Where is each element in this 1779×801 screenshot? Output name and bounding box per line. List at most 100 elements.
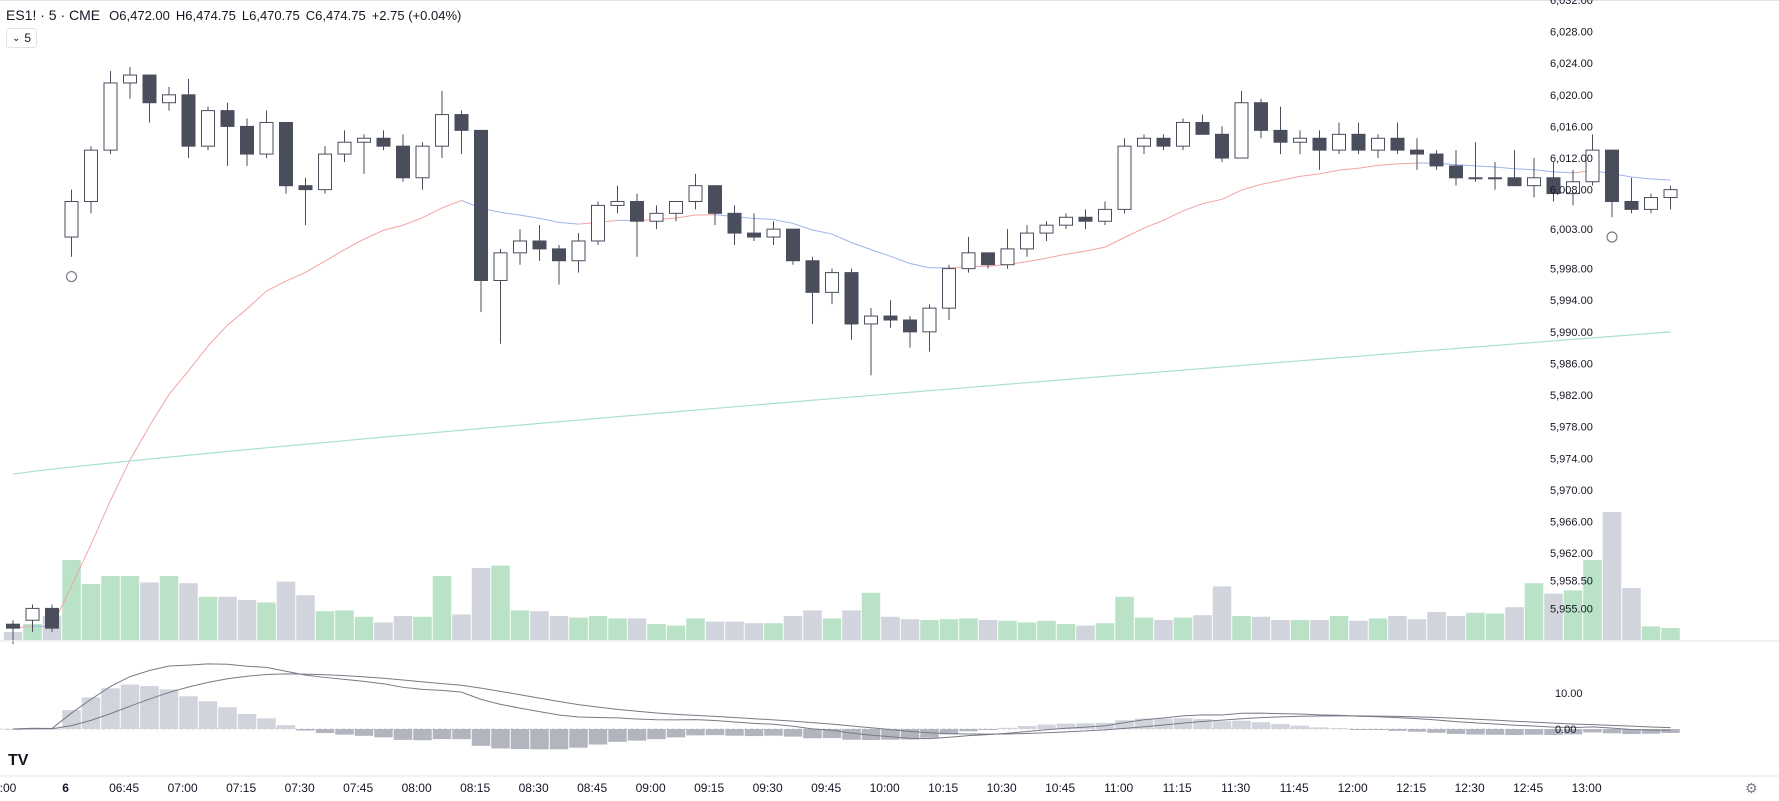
candle	[6, 620, 20, 644]
macd-tick-label: 10.00	[1555, 688, 1583, 700]
volume-bar	[1037, 620, 1056, 640]
macd-histogram-bar	[1056, 723, 1076, 729]
volume-bar	[549, 616, 569, 640]
volume-bar	[1134, 617, 1154, 640]
close-value: 6,474.75	[315, 7, 366, 23]
time-tick-label: 12:45	[1513, 781, 1543, 795]
macd-histogram-bar	[237, 713, 257, 729]
candle	[181, 79, 196, 159]
volume-bar	[1505, 607, 1524, 640]
ema-segment	[1358, 164, 1379, 169]
candle	[1488, 161, 1502, 190]
candle	[1234, 90, 1249, 159]
macd-histogram-bar	[920, 729, 939, 738]
candle	[376, 130, 391, 151]
volume-bar	[1661, 628, 1680, 640]
candle	[123, 67, 137, 99]
candle	[493, 248, 508, 344]
volume-bar	[101, 576, 120, 640]
candle	[1156, 134, 1171, 151]
macd-histogram-bar	[705, 729, 725, 736]
volume-bar	[998, 620, 1017, 640]
time-tick-label: 07:45	[343, 781, 373, 795]
candle	[84, 146, 98, 214]
volume-bar	[1466, 612, 1485, 640]
candle	[825, 268, 839, 305]
macd-histogram-bar	[276, 725, 296, 729]
candle	[1273, 106, 1288, 155]
candle	[1546, 161, 1561, 202]
candle	[786, 228, 800, 265]
candle	[435, 90, 449, 159]
event-marker[interactable]	[65, 270, 78, 283]
macd-histogram-bar	[315, 729, 335, 734]
volume-bar	[1446, 616, 1466, 640]
price-tick-label: 5,986.00	[1550, 358, 1593, 370]
macd-histogram-bar	[432, 729, 452, 740]
volume-bar	[1544, 593, 1563, 640]
change-value: +2.75 (+0.04%)	[371, 7, 462, 23]
macd-histogram-bar	[608, 729, 627, 742]
ema-segment	[1241, 183, 1262, 191]
volume-bar	[764, 623, 783, 640]
symbol-title[interactable]: ES1! · 5 · CME	[6, 7, 101, 23]
macd-histogram-bar	[1115, 720, 1134, 729]
volume-bar	[510, 610, 530, 640]
volume-bar	[393, 616, 413, 640]
candle	[1410, 138, 1424, 170]
time-tick-label: 10:00	[870, 781, 900, 795]
interval-toggle-button[interactable]: ⌄ 5	[6, 28, 38, 48]
macd-histogram-bar	[764, 729, 783, 736]
ema-segment	[207, 324, 228, 347]
volume-bar	[530, 611, 549, 640]
candle	[1566, 169, 1580, 206]
price-tick-label: 6,024.00	[1550, 58, 1593, 70]
candle	[903, 316, 917, 348]
ema-segment	[246, 290, 267, 310]
macd-histogram-bar	[257, 718, 276, 729]
macd-histogram-bar	[822, 729, 842, 739]
candle	[1039, 221, 1054, 241]
tradingview-logo-icon[interactable]: TV	[8, 752, 29, 769]
volume-bar	[276, 581, 296, 640]
volume-bar	[1641, 626, 1661, 640]
event-marker[interactable]	[1606, 231, 1618, 243]
ema-segment	[363, 229, 384, 240]
macd-histogram-bar	[3, 729, 23, 730]
volume-bar	[315, 611, 335, 640]
time-axis[interactable]: 13:00 6 06:45 07:00 07:15 07:30 07:45 08:00 08:1…	[0, 775, 1779, 795]
volume-bar	[1212, 586, 1232, 640]
macd-histogram-bar	[1563, 729, 1583, 735]
time-tick-label: 09:15	[694, 781, 724, 795]
volume-bar	[81, 584, 101, 640]
macd-histogram-bar	[842, 729, 861, 740]
gear-icon[interactable]: ⚙	[1745, 780, 1758, 796]
macd-histogram-bar	[1544, 729, 1563, 735]
candle	[1215, 126, 1229, 162]
ema-segment	[1085, 246, 1106, 252]
candle	[883, 300, 898, 328]
candle	[532, 225, 547, 261]
macd-histogram-bar	[510, 729, 530, 750]
volume-bar	[569, 617, 588, 640]
macd-histogram-bar	[1193, 719, 1212, 729]
ema-segment	[1299, 173, 1320, 177]
symbol-legend: ES1! · 5 · CME O6,472.00 H6,474.75 L6,47…	[6, 6, 461, 24]
macd-histogram-bar	[1290, 725, 1310, 729]
candle	[1293, 130, 1307, 155]
volume-bar	[140, 582, 159, 640]
candle	[864, 308, 878, 376]
volume-bar	[939, 619, 959, 640]
time-tick-label: 09:45	[811, 781, 841, 795]
volume-bar	[62, 560, 81, 640]
volume-bar	[1271, 620, 1290, 640]
ema-segment	[539, 217, 560, 223]
volume-bar	[920, 620, 939, 640]
macd-histogram-bar	[725, 729, 744, 736]
volume-bar	[237, 600, 257, 640]
price-tick-label: 5,990.00	[1550, 327, 1593, 339]
time-tick-label: 12:00	[1338, 781, 1368, 795]
price-axis[interactable]: 6,032.00 6,028.00 6,024.00 6,020.00 6,016.00…	[1550, 0, 1593, 615]
macd-histogram-bar	[1232, 720, 1251, 729]
